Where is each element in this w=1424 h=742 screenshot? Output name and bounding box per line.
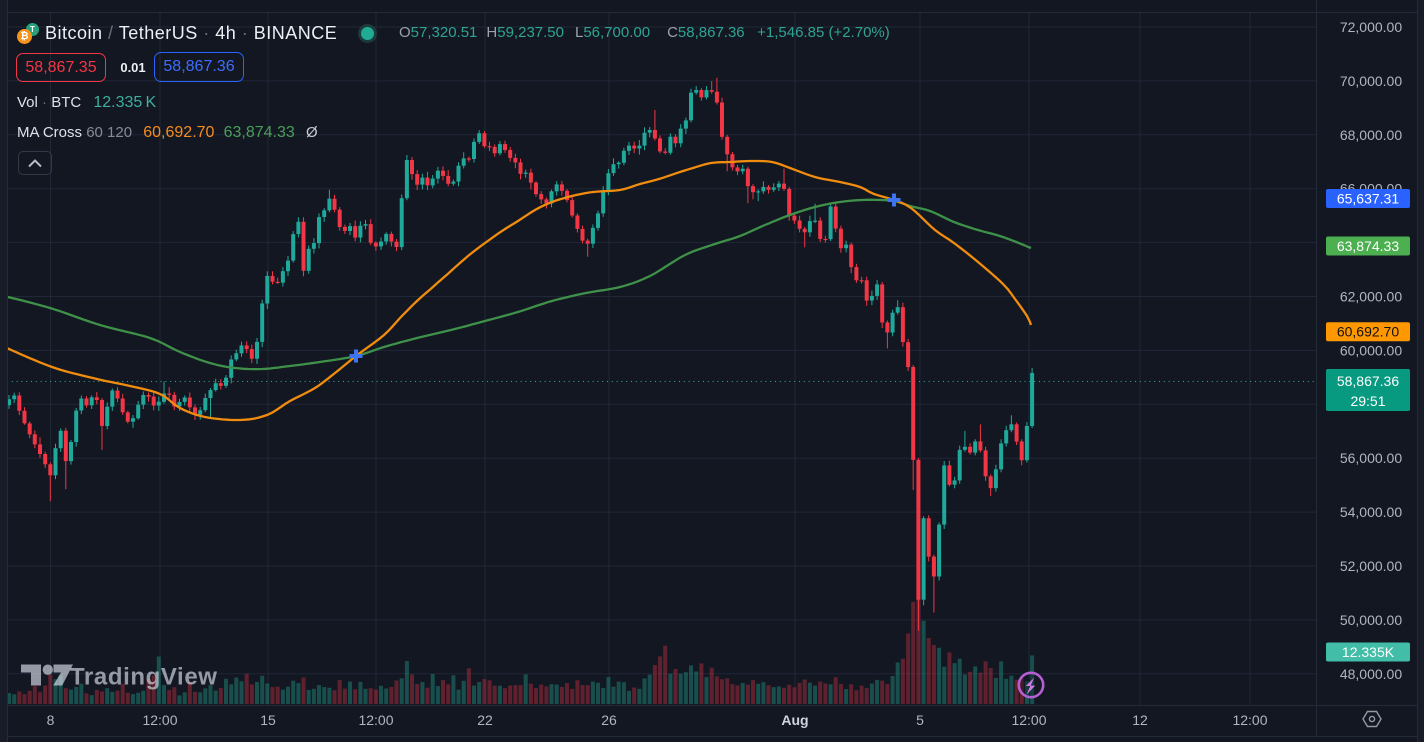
svg-text:58,867.36: 58,867.36 [1337, 373, 1399, 389]
svg-text:15: 15 [260, 712, 276, 728]
svg-text:12:00: 12:00 [1232, 712, 1267, 728]
svg-text:TradingView: TradingView [70, 664, 218, 691]
svg-text:70,000.00: 70,000.00 [1340, 73, 1402, 89]
svg-text:26: 26 [601, 712, 617, 728]
svg-text:72,000.00: 72,000.00 [1340, 19, 1402, 35]
svg-text:8: 8 [47, 712, 55, 728]
svg-text:62,000.00: 62,000.00 [1340, 289, 1402, 305]
svg-text:12: 12 [1132, 712, 1148, 728]
svg-text:12:00: 12:00 [1011, 712, 1046, 728]
svg-text:48,000.00: 48,000.00 [1340, 666, 1402, 682]
svg-text:12:00: 12:00 [142, 712, 177, 728]
svg-text:63,874.33: 63,874.33 [1337, 238, 1399, 254]
svg-text:Aug: Aug [781, 712, 808, 728]
svg-text:60,692.70: 60,692.70 [1337, 324, 1399, 340]
svg-text:52,000.00: 52,000.00 [1340, 558, 1402, 574]
svg-text:60,000.00: 60,000.00 [1340, 342, 1402, 358]
svg-text:12.335K: 12.335K [1342, 644, 1395, 660]
svg-text:56,000.00: 56,000.00 [1340, 450, 1402, 466]
svg-text:5: 5 [916, 712, 924, 728]
svg-text:68,000.00: 68,000.00 [1340, 127, 1402, 143]
svg-text:54,000.00: 54,000.00 [1340, 504, 1402, 520]
svg-text:29:51: 29:51 [1350, 393, 1385, 409]
svg-text:50,000.00: 50,000.00 [1340, 612, 1402, 628]
svg-text:22: 22 [477, 712, 493, 728]
svg-text:65,637.31: 65,637.31 [1337, 191, 1399, 207]
svg-text:12:00: 12:00 [358, 712, 393, 728]
